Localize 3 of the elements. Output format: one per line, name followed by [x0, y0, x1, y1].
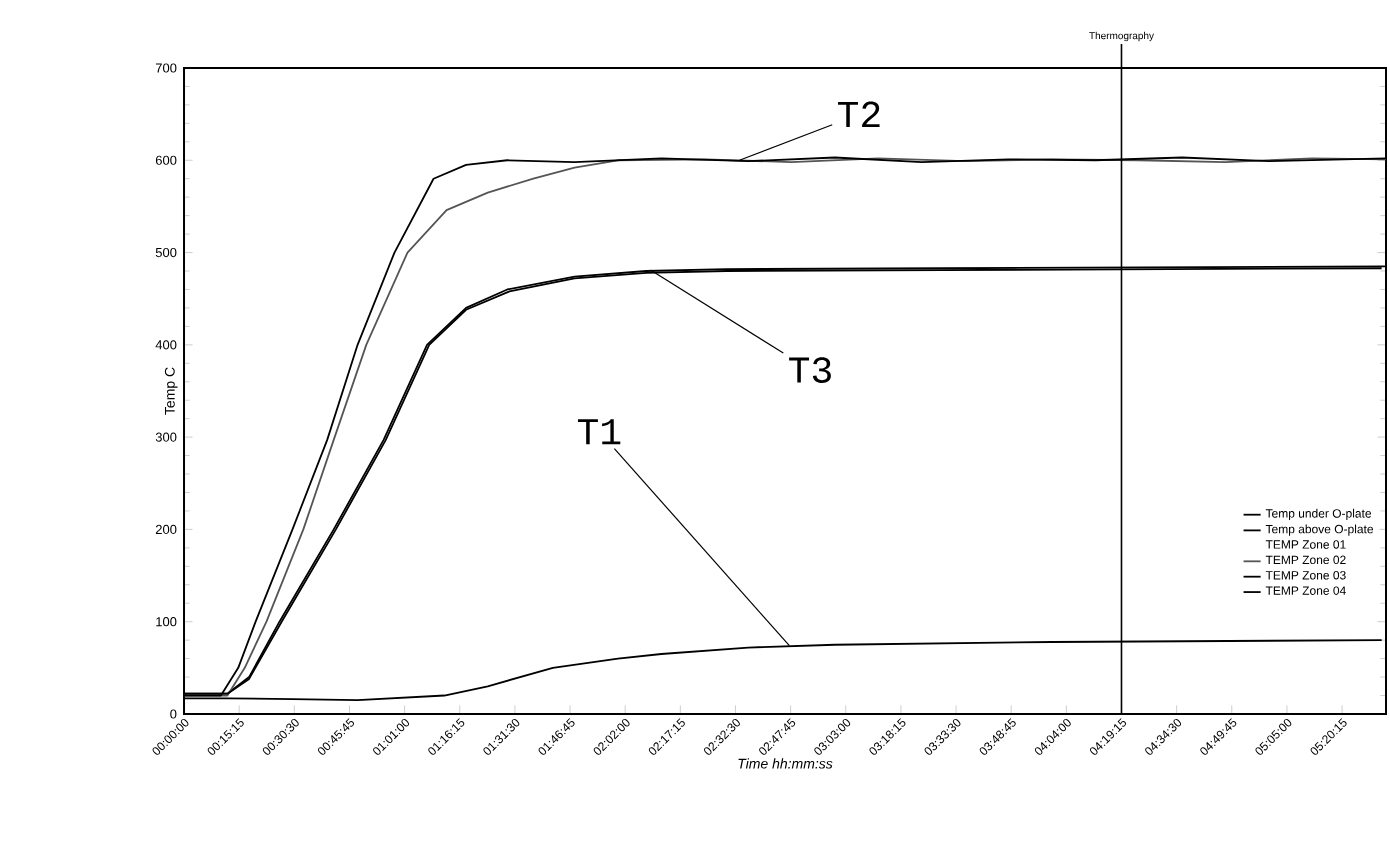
annotation: T1	[577, 419, 621, 445]
annotation: T2	[838, 101, 880, 127]
annotation: T3	[789, 357, 831, 383]
